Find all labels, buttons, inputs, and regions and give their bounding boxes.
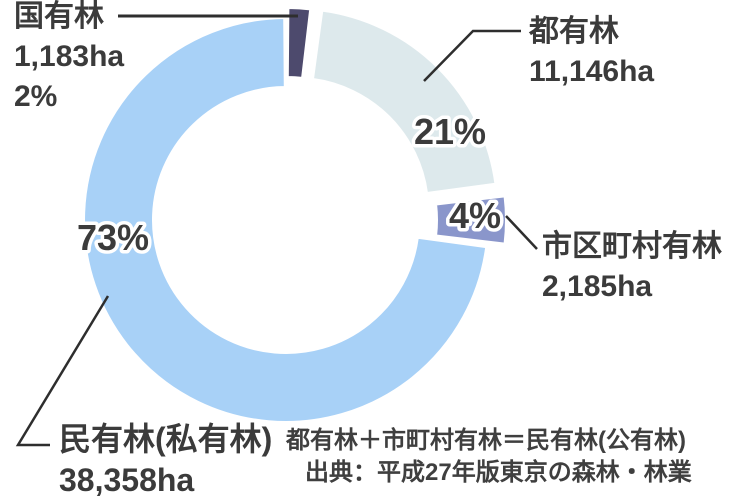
callout-kokuyurin-label: 国有林 bbox=[14, 0, 104, 33]
leader-line-minyurin bbox=[15, 295, 110, 447]
callout-toyurin-area: 11,146ha bbox=[529, 55, 655, 88]
pct-label-minyurin: 73% bbox=[77, 217, 149, 258]
callout-minyurin-label: 民有林(私有林) bbox=[59, 421, 273, 457]
callout-shikuchoson-label: 市区町村有林 bbox=[542, 230, 722, 263]
callout-toyurin: 都有林 11,146ha bbox=[529, 12, 654, 92]
callout-minyurin-area: 38,358ha bbox=[59, 462, 195, 498]
callout-kokuyurin-pct: 2% bbox=[14, 80, 58, 113]
slice-shikuchoson bbox=[434, 195, 507, 245]
callout-kokuyurin-area: 1,183ha bbox=[14, 40, 125, 73]
callout-kokuyurin: 国有林 1,183ha 2% bbox=[14, 0, 124, 117]
callout-shikuchoson-area: 2,185ha bbox=[542, 270, 653, 303]
footer-source: 出典：平成27年版東京の森林・林業 bbox=[305, 459, 692, 486]
leader-line-toyurin bbox=[423, 29, 521, 82]
leader-lines bbox=[15, 14, 538, 447]
pct-label-toyurin: 21% bbox=[414, 111, 486, 152]
callout-toyurin-label: 都有林 bbox=[529, 15, 619, 48]
pct-label-shikuchoson: 4% bbox=[449, 195, 501, 236]
callout-minyurin: 民有林(私有林) 38,358ha bbox=[59, 419, 272, 501]
donut-slices bbox=[83, 6, 507, 423]
callout-shikuchoson: 市区町村有林 2,185ha bbox=[542, 227, 722, 307]
slice-toyurin bbox=[311, 9, 497, 195]
percent-labels: 73% 21% 4% bbox=[73, 108, 504, 262]
footer-note: 都有林＋市町村有林＝民有林(公有林) bbox=[286, 427, 686, 454]
leader-line-shikuchoson bbox=[505, 215, 538, 250]
slice-kokuyurin bbox=[286, 6, 312, 80]
slice-minyurin bbox=[83, 16, 488, 423]
